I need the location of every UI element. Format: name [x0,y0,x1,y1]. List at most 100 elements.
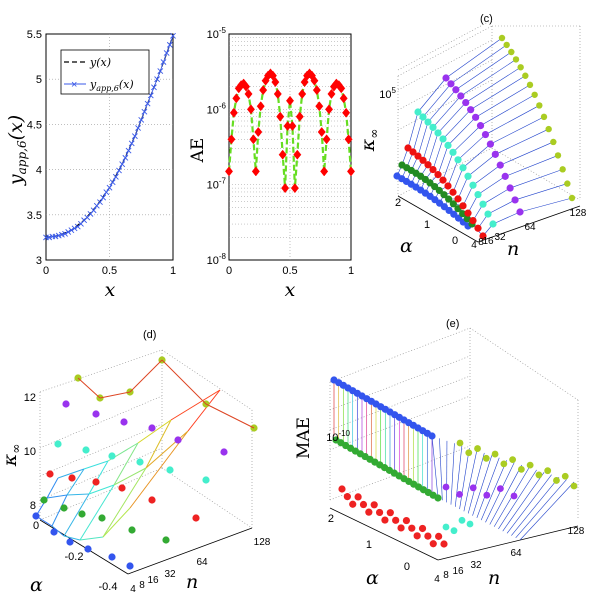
panel-b-axes [228,33,352,261]
series-yellowgreen-marker [564,180,571,187]
series-cyan-marker [469,181,477,189]
series-marker [397,524,405,532]
y-tick-label: 5 [36,74,42,86]
series-marker [561,472,569,480]
series-cyan-marker [474,190,482,199]
panel-e: (e) 4 8 16 32 64 128 0 1 2 10-10 n α MAE [294,318,585,589]
n-tick-label: 32 [470,560,482,571]
series-purple-marker [452,86,460,94]
mesh-line [129,430,189,509]
approx-marker [97,199,103,206]
z-tick-label: 8 [30,500,36,512]
series-red-marker [404,144,412,152]
grid-line [329,395,471,451]
n-tick-label: 64 [524,222,536,233]
panel-e-series [330,376,578,548]
mesh-line [485,462,515,523]
grid-marker [66,538,74,546]
y-tick-label: 10-6 [207,101,227,116]
error-marker [256,101,265,112]
series-yellowgreen-marker [559,166,566,173]
error-marker [346,166,356,177]
series-green-marker [445,195,453,203]
panel-e-title: (e) [446,318,459,330]
series-marker [456,491,463,498]
series-red-marker [469,217,477,225]
marker-stroke [103,189,110,196]
panel-b-xlabel: x [285,279,296,301]
series-green-marker [459,210,467,218]
series-red-marker [424,161,432,169]
series-yellowgreen-marker [522,72,529,79]
error-marker [249,134,258,145]
mesh-line [498,469,537,530]
x-tick-label: 0 [43,265,49,277]
mesh-line [450,44,507,85]
approx-marker [109,179,116,186]
series-marker [413,532,421,540]
series-red-marker [439,176,447,184]
error-marker [317,127,326,138]
series-cyan-marker [434,129,442,137]
series-cyan-marker [484,210,492,218]
series-marker [365,508,373,516]
mesh-line [442,152,454,181]
error-marker [298,88,307,99]
grid-line [397,19,493,71]
error-marker [273,88,282,99]
marker-stroke [65,229,72,235]
marker-stroke [131,133,138,140]
approx-marker [128,140,135,147]
error-marker [315,101,324,112]
error-marker [276,111,285,122]
n-tick-label: 4 [471,240,477,251]
marker-stroke [138,116,145,123]
mesh-line [437,145,449,175]
mesh-line [495,128,549,155]
series-marker [482,454,490,462]
grid-marker [62,400,70,408]
mesh-line [407,111,419,149]
legend-marker-x-icon: × [71,79,77,91]
series-red-marker [444,182,452,190]
marker-stroke [144,100,151,107]
alpha-tick-label: -0.4 [99,581,118,593]
panel-d-title: (d) [143,329,156,341]
series-marker [386,509,394,517]
series-purple-marker [496,161,504,169]
panel-a-xlabel: x [105,279,116,301]
error-marker [322,134,331,145]
panel-a-ylabel: yapp,6(x) [5,115,29,186]
series-purple-marker [516,208,524,216]
series-cyan-marker [454,156,462,164]
series-yellowgreen-marker [540,113,548,121]
n-tick-label: 32 [494,232,506,243]
series-yellowgreen-marker [512,56,520,63]
grid-marker [220,448,228,456]
error-marker [327,88,336,99]
legend-label-y: y(x) [89,56,111,69]
n-tick-label: 128 [568,526,585,537]
grid-marker [92,410,100,418]
error-marker [312,85,321,96]
mesh-line [457,134,486,161]
series-red-marker [449,188,457,196]
mesh-line [145,430,189,469]
series-yellowgreen-marker [508,48,515,56]
series-cyan-marker [419,113,427,121]
marker-stroke [135,125,141,131]
mesh-line [422,83,452,118]
y-tick-label: 5.5 [27,29,42,41]
mesh-line [515,479,567,538]
grid-marker [126,562,134,570]
series-yellowgreen-marker [526,81,534,89]
mesh-line [514,183,568,201]
grid-marker [202,476,210,484]
series-marker [570,482,578,490]
mesh-line [88,460,109,495]
panel-d-nlabel: n [186,571,198,593]
marker-stroke [106,184,113,191]
panel-a-legend: y(x) × yapp,6(x) [60,49,150,95]
